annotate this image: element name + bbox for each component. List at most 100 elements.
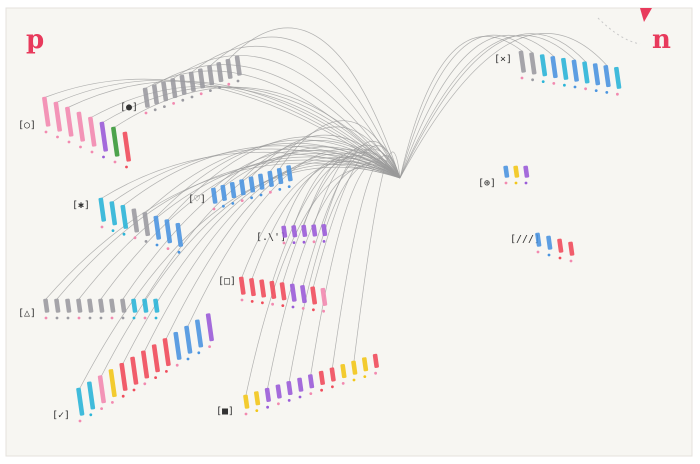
stroke-dot xyxy=(563,83,566,87)
stroke-dot xyxy=(144,111,148,115)
stroke-dot xyxy=(309,392,313,395)
stroke-mark xyxy=(142,212,151,237)
stroke-mark xyxy=(307,374,315,389)
stroke-mark xyxy=(65,298,72,313)
stroke-mark xyxy=(151,344,160,373)
thread-line xyxy=(399,36,523,179)
stroke-dot xyxy=(121,316,125,320)
stroke-mark xyxy=(229,181,237,199)
stroke-dot xyxy=(99,316,103,320)
stroke-groups: [○] [●] [×] [✱] [♡] [.\'] [⊕] [///] [□] [△] [✓] [■] xyxy=(18,50,622,423)
stroke-mark xyxy=(518,50,526,73)
group-label: [□] xyxy=(218,276,236,287)
stroke-dot xyxy=(153,108,157,112)
stroke-dot xyxy=(212,207,216,211)
corner-decoration xyxy=(597,8,652,45)
group-label: [✓] xyxy=(52,410,70,421)
thread-line xyxy=(245,167,401,396)
group-triangle: [△] xyxy=(18,298,160,320)
stroke-mark xyxy=(98,298,105,313)
thread-line xyxy=(267,164,401,389)
stroke-dot xyxy=(190,95,194,99)
stroke-dot xyxy=(165,370,168,373)
group-filled-square: [■] xyxy=(216,353,379,417)
stroke-mark xyxy=(248,176,256,193)
stroke-dot xyxy=(269,190,272,194)
thread-line xyxy=(288,161,401,382)
group-label: [○] xyxy=(18,120,36,131)
stroke-dot xyxy=(199,92,203,96)
corner-letter-left: p xyxy=(26,25,44,55)
thread-line xyxy=(399,33,586,179)
stroke-mark xyxy=(320,287,328,306)
stroke-dot xyxy=(271,302,274,306)
thread-line xyxy=(45,162,401,300)
group-check: [✓] xyxy=(52,313,214,423)
thread-line xyxy=(101,151,401,199)
stroke-mark xyxy=(329,367,336,382)
group-circle: [○] xyxy=(18,96,131,169)
stroke-dot xyxy=(113,160,117,164)
thread-line xyxy=(313,145,401,287)
group-cross: [×] xyxy=(494,50,622,96)
stroke-mark xyxy=(351,360,358,375)
stroke-mark xyxy=(98,197,107,222)
stroke-mark xyxy=(108,369,117,398)
stroke-mark xyxy=(54,298,61,313)
stroke-dot xyxy=(155,243,159,247)
stroke-dot xyxy=(79,145,82,149)
stroke-dot xyxy=(541,80,545,83)
stroke-mark xyxy=(291,225,298,238)
stroke-mark xyxy=(99,121,108,152)
group-spark: [.\'] xyxy=(256,223,328,245)
stroke-mark xyxy=(539,54,548,77)
stroke-dot xyxy=(77,316,81,320)
stroke-mark xyxy=(173,331,182,360)
thread-line xyxy=(399,34,533,179)
stroke-dot xyxy=(558,256,562,260)
stroke-dot xyxy=(218,86,222,89)
stroke-dot xyxy=(287,185,291,189)
stroke-mark xyxy=(311,224,318,237)
stroke-mark xyxy=(582,61,590,84)
stroke-dot xyxy=(110,316,114,320)
group-label: [///] xyxy=(510,234,540,245)
stroke-mark xyxy=(53,101,62,132)
stroke-mark xyxy=(211,187,218,204)
stroke-mark xyxy=(234,55,242,76)
stroke-mark xyxy=(289,283,297,302)
stroke-mark xyxy=(286,380,293,396)
stroke-dot xyxy=(111,401,114,404)
corner-letter-right: n xyxy=(652,25,671,55)
stroke-mark xyxy=(162,338,171,367)
stroke-dot xyxy=(154,316,158,320)
stroke-dot xyxy=(605,91,609,94)
stroke-dot xyxy=(144,240,148,243)
stroke-dot xyxy=(197,351,201,355)
stroke-mark xyxy=(300,285,307,304)
stroke-dot xyxy=(66,316,70,320)
stroke-dot xyxy=(122,232,126,236)
stroke-dot xyxy=(44,130,48,134)
thread-line xyxy=(332,155,401,368)
stroke-mark xyxy=(253,391,261,406)
stroke-mark xyxy=(592,63,601,86)
stroke-dot xyxy=(282,241,286,245)
stroke-mark xyxy=(164,219,173,244)
stroke-mark xyxy=(269,280,277,299)
group-square: [□] xyxy=(218,276,328,313)
stroke-mark xyxy=(42,96,51,127)
stroke-dot xyxy=(100,407,103,410)
group-label: [♡] xyxy=(188,194,206,205)
thread-line xyxy=(122,149,401,300)
stroke-mark xyxy=(65,106,74,137)
stroke-mark xyxy=(546,235,553,250)
stroke-mark xyxy=(614,66,622,89)
thread-line xyxy=(353,151,401,362)
stroke-dot xyxy=(121,394,125,398)
stroke-mark xyxy=(120,204,129,229)
stroke-dot xyxy=(166,247,170,251)
stroke-mark xyxy=(239,179,246,196)
stroke-dot xyxy=(209,89,212,92)
